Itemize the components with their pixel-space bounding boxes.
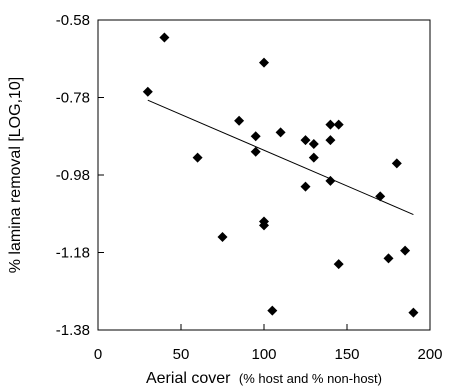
trendline [147, 99, 414, 215]
x-axis-title: Aerial cover (% host and % non-host) [146, 370, 382, 387]
x-tick-label: 50 [173, 346, 190, 363]
data-point [259, 57, 269, 68]
data-points [142, 32, 419, 318]
y-tick-label: -1.18 [56, 245, 90, 262]
x-tick-label: 100 [251, 346, 276, 363]
data-point [250, 131, 261, 142]
x-tick-label: 0 [94, 346, 102, 363]
data-point [325, 119, 336, 130]
data-point [192, 152, 203, 163]
data-point [375, 191, 386, 202]
data-point [267, 305, 278, 316]
data-point [159, 32, 170, 43]
x-axis-title-main: Aerial cover [146, 370, 231, 387]
data-point [391, 158, 402, 169]
data-point [308, 152, 319, 163]
x-axis-ticks: 0 50 100 150 200 [94, 324, 443, 363]
data-point [308, 139, 319, 149]
y-axis-ticks: -0.58 -0.78 -0.98 -1.18 -1.38 [56, 12, 104, 339]
data-point [325, 135, 336, 146]
data-point [325, 175, 336, 186]
data-point [300, 181, 311, 192]
data-point [333, 119, 344, 130]
data-point [259, 220, 269, 231]
data-point [408, 307, 419, 318]
data-point [400, 245, 411, 256]
x-axis-title-note: (% host and % non-host) [239, 371, 382, 386]
data-point [142, 86, 153, 97]
x-tick-label: 200 [417, 346, 442, 363]
y-tick-label: -1.38 [56, 322, 90, 339]
y-tick-label: -0.98 [56, 167, 90, 184]
y-tick-label: -0.58 [56, 12, 90, 29]
data-point [333, 259, 344, 270]
data-point [383, 253, 394, 264]
y-tick-label: -0.78 [56, 90, 90, 107]
y-axis-title: % lamina removal [LOG,10] [7, 77, 24, 274]
data-point [275, 127, 286, 138]
data-point [217, 232, 228, 242]
x-tick-label: 150 [334, 346, 359, 363]
data-point [250, 146, 261, 157]
data-point [234, 115, 245, 126]
data-point [300, 135, 311, 146]
